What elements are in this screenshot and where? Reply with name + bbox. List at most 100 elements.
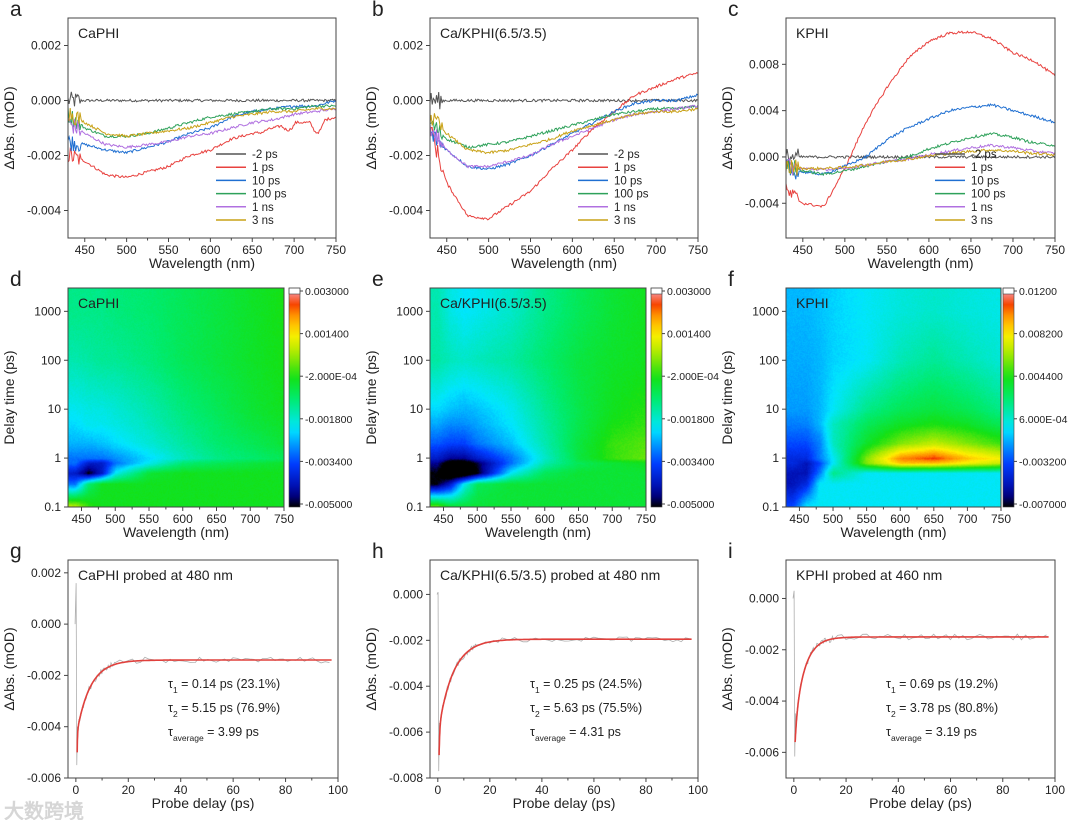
y-tick-label: 10 — [410, 402, 424, 416]
fit-curve — [794, 636, 1049, 743]
panel-a: a CaPHI Wavelength (nm) ΔAbs. (mOD) 450 500 55… — [1, 0, 346, 271]
panel-e: e Ca/KPHI(6.5/3.5) Wavelength (nm) Delay ti… — [363, 268, 719, 540]
colorbar-label: -0.005000 — [667, 499, 714, 511]
x-tick-label: 600 — [535, 512, 555, 526]
x-tick-label: 750 — [1045, 243, 1065, 257]
legend-label: 3 ns — [252, 215, 274, 227]
x-tick-label: 750 — [274, 512, 294, 526]
series-line-10ps — [68, 100, 336, 155]
tau-value: = 4.31 ps — [566, 725, 621, 739]
legend-label: 100 ps — [614, 189, 649, 201]
x-tick-label: 600 — [919, 243, 939, 257]
series-line-1ns — [786, 143, 1055, 176]
raw-kinetic-trace — [74, 583, 330, 766]
x-tick-label: 550 — [857, 512, 877, 526]
y-axis-title: Delay time (ps) — [719, 350, 735, 444]
y-tick-label: -0.008 — [389, 771, 423, 785]
y-tick-label: 100 — [403, 353, 423, 367]
x-tick-label: 550 — [501, 512, 521, 526]
x-tick-label: 700 — [646, 243, 666, 257]
x-tick-label: 700 — [957, 512, 977, 526]
x-tick-label: 550 — [158, 243, 178, 257]
colorbar-label: -2.000E-04 — [667, 371, 719, 383]
x-axis-title: Wavelength (nm) — [149, 255, 255, 271]
sample-label: KPHI — [796, 295, 829, 311]
y-tick-label: 1000 — [396, 304, 423, 318]
tau-symbol: τ — [886, 701, 891, 715]
x-tick-label: 500 — [117, 243, 137, 257]
legend-label: 100 ps — [971, 189, 1006, 201]
colorbar-label: 0.01200 — [1019, 286, 1057, 298]
x-axis-title: Wavelength (nm) — [867, 255, 973, 271]
panel-h: h Ca/KPHI(6.5/3.5) probed at 480 nm Probe … — [363, 540, 708, 811]
legend-label: -2 ps — [971, 149, 997, 161]
heatmap-image — [68, 288, 284, 507]
colorbar-label: -0.007000 — [1019, 499, 1066, 511]
y-tick-label: 0.000 — [749, 150, 779, 164]
x-tick-label: 650 — [242, 243, 262, 257]
series-line-1ps — [430, 71, 698, 221]
sample-label: CaPHI probed at 480 nm — [78, 567, 233, 583]
tau-symbol: τ — [886, 725, 891, 739]
lifetime-annotation: τ1 = 0.14 ps (23.1%) — [168, 677, 280, 695]
x-tick-label: 80 — [996, 783, 1010, 797]
colorbar-label: 0.008200 — [1019, 329, 1063, 341]
panel-letter: f — [728, 268, 734, 291]
x-tick-label: 600 — [890, 512, 910, 526]
colorbar-frame — [288, 287, 301, 508]
x-tick-label: 750 — [991, 512, 1011, 526]
series-line-100ps — [430, 104, 698, 149]
x-tick-label: 500 — [105, 512, 125, 526]
legend-label: 3 ns — [971, 215, 993, 227]
tau-subscript: 2 — [173, 709, 178, 719]
y-tick-label: 0.002 — [31, 39, 61, 53]
y-axis-title: ΔAbs. (mOD) — [363, 86, 379, 169]
y-tick-label: -0.004 — [745, 694, 779, 708]
lifetime-annotation: τ2 = 5.15 ps (76.9%) — [168, 701, 280, 719]
y-tick-label: -0.002 — [27, 149, 61, 163]
x-tick-label: 650 — [961, 243, 981, 257]
legend-label: -2 ps — [614, 149, 640, 161]
raw-kinetic-trace — [436, 591, 690, 772]
series-line--2ps — [68, 91, 336, 107]
legend-label: 10 ps — [252, 175, 280, 187]
series-line-100ps — [68, 104, 336, 139]
y-tick-label: -0.004 — [389, 679, 423, 693]
x-tick-label: 650 — [604, 243, 624, 257]
tau-symbol: τ — [530, 677, 535, 691]
tau-value: = 5.63 ps (75.5%) — [540, 701, 643, 715]
y-axis-title: ΔAbs. (mOD) — [719, 86, 735, 169]
fit-curve — [76, 659, 332, 753]
colorbar-label: -0.005000 — [305, 499, 352, 511]
x-tick-label: 750 — [688, 243, 708, 257]
panel-letter: b — [372, 0, 384, 21]
panel-letter: i — [728, 540, 733, 563]
series-line-1ps — [68, 116, 336, 179]
y-axis-title: Delay time (ps) — [1, 350, 17, 444]
sample-label: Ca/KPHI(6.5/3.5) — [440, 295, 547, 311]
x-tick-label: 500 — [467, 512, 487, 526]
y-tick-label: 0.1 — [762, 500, 779, 514]
series-line-1ns — [430, 104, 698, 169]
y-axis-title: ΔAbs. (mOD) — [363, 627, 379, 710]
x-tick-label: 80 — [639, 783, 653, 797]
x-tick-label: 40 — [892, 783, 906, 797]
y-tick-label: 0.000 — [31, 94, 61, 108]
lifetime-annotation: τ1 = 0.25 ps (24.5%) — [530, 677, 642, 695]
x-tick-label: 600 — [562, 243, 582, 257]
tau-subscript: average — [535, 733, 566, 743]
tau-value: = 0.14 ps (23.1%) — [178, 677, 281, 691]
colorbar-cap — [1002, 287, 1015, 295]
x-tick-label: 40 — [174, 783, 188, 797]
colorbar-cap — [288, 287, 301, 295]
tau-subscript: 1 — [173, 685, 178, 695]
colorbar-label: -0.003400 — [305, 456, 352, 468]
tau-subscript: average — [173, 733, 204, 743]
tau-symbol: τ — [530, 725, 535, 739]
legend-label: 1 ns — [252, 202, 274, 214]
x-tick-label: 450 — [75, 243, 95, 257]
sample-label: KPHI probed at 460 nm — [796, 567, 942, 583]
x-tick-label: 550 — [520, 243, 540, 257]
x-tick-label: 750 — [636, 512, 656, 526]
